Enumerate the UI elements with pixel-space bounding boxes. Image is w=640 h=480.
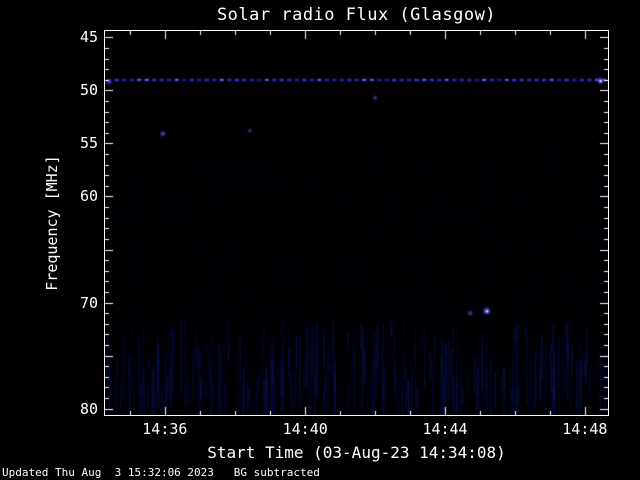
status-bar: Updated Thu Aug 3 15:32:06 2023 BG subtr…: [2, 466, 320, 479]
y-tick-label: 80: [79, 399, 98, 418]
updated-timestamp: Updated Thu Aug 3 15:32:06 2023: [2, 466, 214, 479]
x-tick-label: 14:36: [142, 420, 188, 438]
y-tick-label: 55: [79, 134, 98, 153]
y-axis-label: Frequency [MHz]: [43, 155, 61, 291]
chart-title: Solar radio Flux (Glasgow): [216, 5, 497, 25]
x-tick-label: 14:44: [422, 420, 468, 438]
bg-subtracted-note: BG subtracted: [233, 466, 320, 479]
x-axis-label: Start Time (03-Aug-23 14:34:08): [207, 443, 506, 462]
spectrogram-canvas: [105, 31, 608, 415]
spacer: [214, 466, 234, 479]
y-tick-label: 60: [79, 187, 98, 206]
x-tick-label: 14:48: [562, 420, 608, 438]
y-tick-label: 45: [79, 28, 98, 47]
y-tick-label: 70: [79, 293, 98, 312]
x-tick-label: 14:40: [282, 420, 328, 438]
plot-area: [104, 30, 609, 416]
y-tick-label: 50: [79, 81, 98, 100]
